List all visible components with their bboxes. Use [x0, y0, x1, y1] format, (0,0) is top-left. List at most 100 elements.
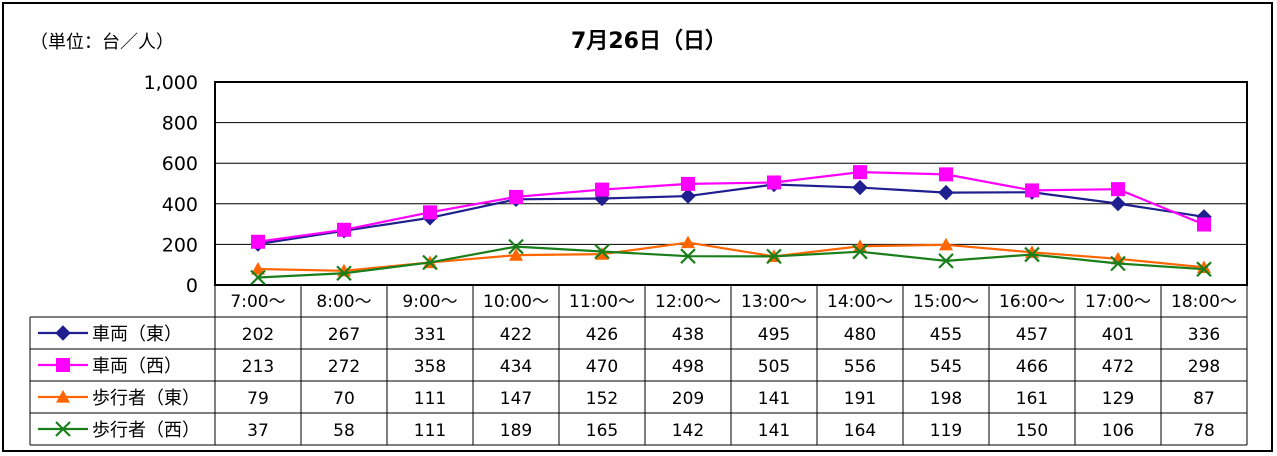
- data-label: 152: [586, 389, 618, 409]
- data-label: 426: [586, 325, 618, 345]
- x-tick-label: 8:00～: [316, 292, 371, 312]
- data-point: [938, 253, 954, 269]
- data-label: 213: [242, 357, 274, 377]
- y-tick-label: 200: [162, 234, 198, 256]
- data-point: [56, 390, 70, 403]
- data-label: 79: [247, 389, 269, 409]
- series-layer: [250, 165, 1212, 286]
- data-label: 495: [758, 325, 790, 345]
- grid-layer: [215, 122, 1247, 245]
- data-point: [939, 237, 953, 251]
- data-label: 457: [1016, 325, 1048, 345]
- data-point: [1110, 195, 1126, 212]
- data-label: 142: [672, 421, 704, 441]
- data-label: 161: [1016, 389, 1048, 409]
- data-label: 106: [1102, 421, 1134, 441]
- data-point: [251, 261, 265, 275]
- data-label: 272: [328, 357, 360, 377]
- data-table: 7:00～ 8:00～ 9:00～ 10:00～ 11:00～ 12:00～ 13:00～ 1…: [29, 284, 1248, 446]
- data-point: [852, 179, 868, 196]
- data-point: [1110, 255, 1126, 272]
- data-label: 191: [844, 389, 876, 409]
- series-line: [257, 171, 1205, 243]
- y-tick-label: 0: [186, 275, 198, 297]
- data-label: 141: [758, 389, 790, 409]
- data-label: 298: [1188, 357, 1220, 377]
- data-label: 119: [930, 421, 962, 441]
- data-label: 331: [414, 325, 446, 345]
- data-label: 336: [1188, 325, 1220, 345]
- y-tick-label: 600: [162, 153, 198, 175]
- data-label: 141: [758, 421, 790, 441]
- data-point: [251, 234, 265, 249]
- x-tick-label: 10:00～: [483, 292, 549, 312]
- data-point: [337, 222, 351, 237]
- data-point: [1197, 217, 1211, 232]
- data-label: 37: [247, 421, 269, 441]
- data-label: 401: [1102, 325, 1134, 345]
- data-point: [1025, 183, 1039, 198]
- data-point: [1196, 261, 1212, 277]
- data-label: 358: [414, 357, 446, 377]
- data-label: 164: [844, 421, 876, 441]
- x-tick-label: 9:00～: [402, 292, 457, 312]
- data-point: [423, 205, 437, 220]
- data-label: 422: [500, 325, 532, 345]
- y-tick-label: 1,000: [144, 72, 198, 94]
- data-point: [509, 189, 523, 204]
- data-point: [681, 176, 695, 191]
- x-tick-label: 12:00～: [655, 292, 721, 312]
- x-tick-label: 14:00～: [827, 292, 893, 312]
- data-point: [1111, 182, 1125, 197]
- x-tick-label: 18:00～: [1171, 292, 1237, 312]
- data-label: 466: [1016, 357, 1048, 377]
- x-tick-label: 7:00～: [230, 292, 285, 312]
- data-label: 78: [1193, 421, 1215, 441]
- data-label: 87: [1193, 389, 1215, 409]
- y-tick-label: 400: [162, 194, 198, 216]
- data-point: [250, 269, 266, 286]
- data-point: [422, 254, 438, 271]
- unit-label: （単位：台／人）: [30, 32, 174, 53]
- legend-label: 歩行者（東）: [92, 388, 200, 409]
- data-label: 470: [586, 357, 618, 377]
- data-label: 202: [242, 325, 274, 345]
- data-label: 129: [1102, 389, 1134, 409]
- data-label: 150: [1016, 421, 1048, 441]
- y-tick-label: 800: [162, 113, 198, 135]
- x-tick-label: 13:00～: [741, 292, 807, 312]
- data-point: [336, 265, 352, 282]
- data-point: [852, 243, 868, 260]
- data-point: [56, 358, 70, 372]
- data-label: 209: [672, 389, 704, 409]
- data-label: 147: [500, 389, 532, 409]
- x-tick-label: 16:00～: [999, 292, 1065, 312]
- axis-layer: 0 200 400 600 800 1,000: [144, 72, 1248, 297]
- data-label: 58: [333, 421, 355, 441]
- data-point: [680, 188, 696, 204]
- data-label: 189: [500, 421, 532, 441]
- data-point: [766, 248, 782, 265]
- series-line: [257, 183, 1205, 246]
- data-point: [681, 235, 695, 249]
- data-point: [509, 248, 523, 261]
- data-label: 472: [1102, 357, 1134, 377]
- data-label: 556: [844, 357, 876, 377]
- data-label: 267: [328, 325, 360, 345]
- data-point: [767, 175, 781, 190]
- chart-title: 7月26日（日）: [571, 29, 727, 54]
- legend-label: 車両（東）: [92, 324, 182, 345]
- legend-label: 車両（西）: [92, 356, 182, 377]
- data-label: 498: [672, 357, 704, 377]
- data-point: [1024, 246, 1040, 263]
- data-point: [853, 165, 867, 180]
- data-point: [595, 247, 609, 260]
- data-label: 111: [414, 421, 446, 441]
- data-label: 545: [930, 357, 962, 377]
- data-label: 455: [930, 325, 962, 345]
- x-tick-label: 15:00～: [913, 292, 979, 312]
- data-point: [55, 421, 71, 437]
- data-label: 111: [414, 389, 446, 409]
- x-tick-label: 11:00～: [569, 292, 635, 312]
